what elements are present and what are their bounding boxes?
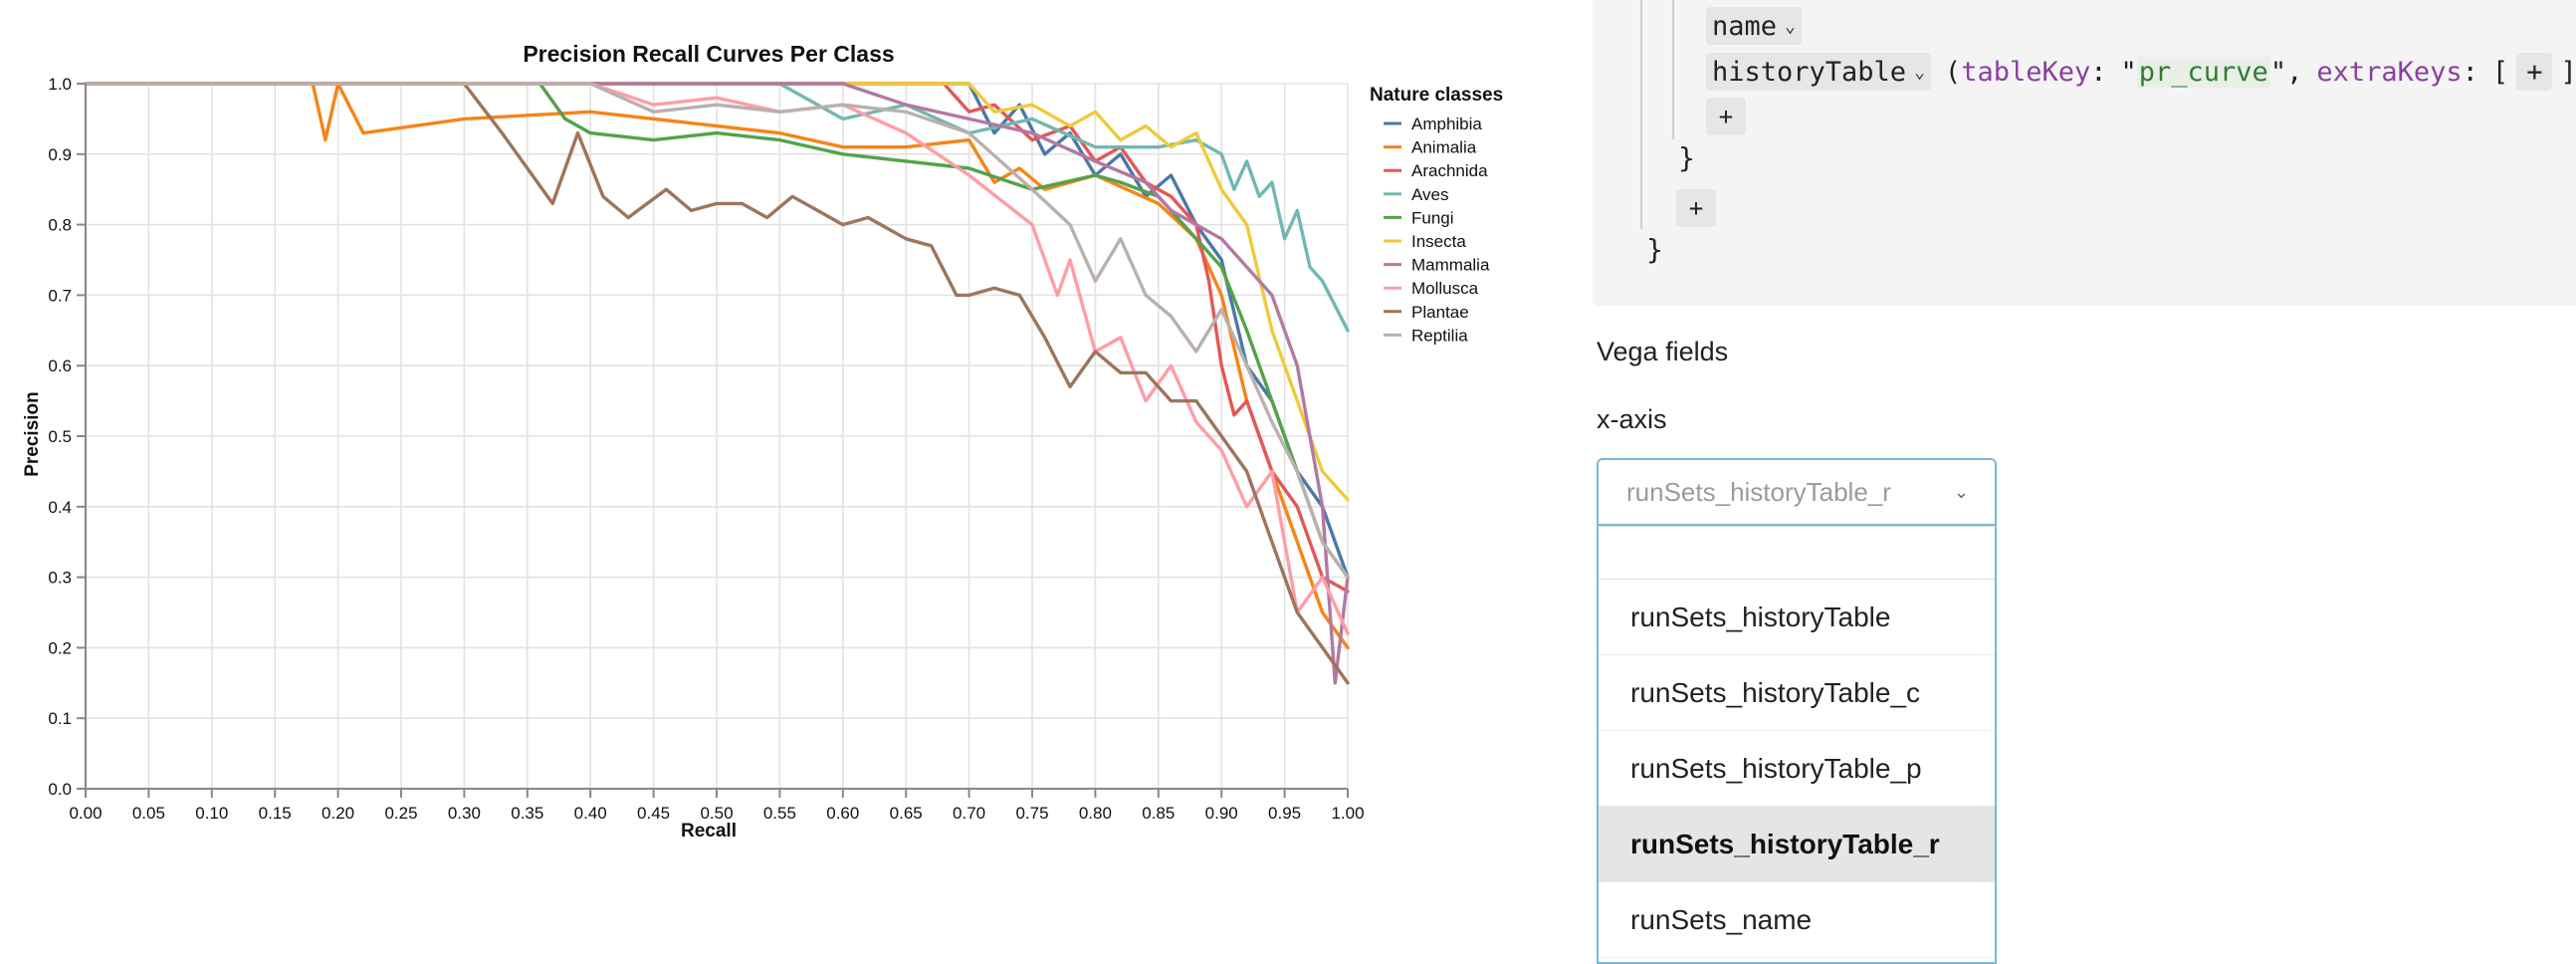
dropdown-search-input[interactable] <box>1599 527 1995 580</box>
dropdown-option[interactable]: runSets_historyTable_c <box>1599 655 1995 731</box>
y-tick-label: 1.0 <box>48 75 72 94</box>
series-line-insecta <box>84 82 1350 502</box>
y-tick-label: 0.4 <box>48 498 72 517</box>
history-table-key-chip[interactable]: historyTable ⌄ <box>1706 53 1931 91</box>
legend-label-mollusca: Mollusca <box>1411 279 1479 298</box>
table-key-label: tableKey <box>1961 56 2091 88</box>
x-tick-label: 0.85 <box>1142 804 1175 823</box>
x-tick-label: 0.75 <box>1015 804 1048 823</box>
x-tick-label: 0.30 <box>448 804 481 823</box>
x-tick-label: 0.25 <box>384 804 417 823</box>
series-line-mollusca <box>84 82 1350 635</box>
x-tick-label: 0.90 <box>1205 804 1238 823</box>
y-tick-label: 0.2 <box>48 638 72 657</box>
series-line-plantae <box>84 82 1350 685</box>
colon: : <box>2090 56 2107 88</box>
x-tick-label: 0.05 <box>132 804 165 823</box>
x-tick-label: 0.50 <box>700 804 733 823</box>
vega-fields-heading: Vega fields <box>1597 337 1729 366</box>
bracket-open: [ <box>2491 56 2509 88</box>
x-tick-label: 0.40 <box>574 804 607 823</box>
code-indent-rail-outer <box>1640 0 1642 229</box>
legend: Nature classes Amphibia Animalia Arachnida… <box>1370 85 1503 345</box>
quote-close: " <box>2269 56 2287 88</box>
x-tick-label: 0.80 <box>1079 804 1112 823</box>
add-extra-key-button[interactable]: + <box>2516 53 2553 91</box>
add-query-field-button[interactable]: + <box>1676 189 1716 227</box>
table-key-value[interactable]: pr_curve <box>2136 56 2270 88</box>
x-axis-select[interactable]: runSets_historyTable_r ⌄ <box>1597 458 1997 526</box>
x-tick-label: 0.95 <box>1268 804 1301 823</box>
y-tick-label: 0.0 <box>48 780 72 799</box>
y-axis-title: Precision <box>22 391 43 477</box>
x-tick-label: 1.00 <box>1331 804 1364 823</box>
paren-open: ( <box>1944 56 1962 88</box>
chart-title: Precision Recall Curves Per Class <box>523 41 894 67</box>
x-axis-label: x-axis <box>1597 404 1667 434</box>
quote-open: " <box>2120 56 2137 88</box>
x-tick-label: 0.00 <box>69 804 102 823</box>
x-tick-label: 0.15 <box>259 804 292 823</box>
closing-brace-outer: } <box>1646 233 1663 266</box>
x-tick-label: 0.60 <box>826 804 859 823</box>
x-tick-label: 0.20 <box>322 804 354 823</box>
x-axis-title: Recall <box>681 821 737 842</box>
chevron-down-icon: ⌄ <box>1785 15 1796 37</box>
dropdown-option[interactable]: runSets_name <box>1599 882 1995 958</box>
legend-label-insecta: Insecta <box>1411 232 1466 251</box>
extra-keys-label: extraKeys <box>2316 56 2463 88</box>
series-line-reptilia <box>84 82 1350 580</box>
dropdown-option[interactable]: runSets_historyTable_p <box>1599 731 1995 807</box>
y-tick-label: 0.1 <box>48 709 72 728</box>
colon: : <box>2462 56 2478 88</box>
x-axis-dropdown-menu: runSets_historyTable runSets_historyTable… <box>1597 526 1997 964</box>
x-tick-label: 0.65 <box>890 804 923 823</box>
y-tick-label: 0.9 <box>48 145 72 164</box>
x-axis-select-value: runSets_historyTable_r <box>1626 476 1891 507</box>
pr-curve-chart: 0.00 0.05 0.10 0.15 0.20 0.25 0.30 0.35 0.40 0.45… <box>22 41 1503 842</box>
bracket-close: ] <box>2560 56 2576 88</box>
legend-label-amphibia: Amphibia <box>1411 115 1482 133</box>
comma: , <box>2286 56 2303 88</box>
y-tick-label: 0.5 <box>48 427 72 446</box>
x-tick-label: 0.45 <box>637 804 670 823</box>
series-lines <box>84 82 1350 685</box>
x-tick-label: 0.35 <box>511 804 543 823</box>
legend-label-plantae: Plantae <box>1411 303 1469 322</box>
dropdown-option[interactable]: runSets_historyTable <box>1599 580 1995 655</box>
y-tick-label: 0.6 <box>48 357 72 375</box>
legend-title: Nature classes <box>1370 85 1503 106</box>
history-key-text: historyTable <box>1712 56 1907 88</box>
name-key-text: name <box>1712 10 1778 42</box>
axes: 0.00 0.05 0.10 0.15 0.20 0.25 0.30 0.35 0.40 0.45… <box>48 75 1364 823</box>
legend-label-aves: Aves <box>1411 185 1449 204</box>
chevron-down-icon: ⌄ <box>1953 481 1969 502</box>
legend-label-arachnida: Arachnida <box>1411 161 1488 180</box>
name-key-chip[interactable]: name ⌄ <box>1706 7 1802 45</box>
x-tick-label: 0.10 <box>195 804 228 823</box>
dropdown-options: runSets_historyTable runSets_historyTable… <box>1599 580 1995 958</box>
add-field-button[interactable]: + <box>1706 98 1746 135</box>
panel-config-editor: name ⌄ historyTable ⌄ ( tableKey : " pr_… <box>1593 0 2576 964</box>
legend-label-fungi: Fungi <box>1411 208 1454 227</box>
code-line-history-table: historyTable ⌄ ( tableKey : " pr_curve "… <box>1706 52 2576 92</box>
dropdown-option[interactable]: runSets_historyTable_r <box>1599 807 1995 882</box>
chart-canvas: 0.00 0.05 0.10 0.15 0.20 0.25 0.30 0.35 0.40 0.45… <box>22 41 1503 842</box>
chevron-down-icon: ⌄ <box>1914 61 1925 83</box>
code-indent-rail-inner <box>1672 0 1674 139</box>
legend-label-reptilia: Reptilia <box>1411 326 1468 345</box>
series-line-mammalia <box>84 82 1350 685</box>
closing-brace-inner: } <box>1678 141 1695 174</box>
code-line-name: name ⌄ <box>1706 6 1802 46</box>
y-tick-label: 0.7 <box>48 286 72 305</box>
legend-label-animalia: Animalia <box>1411 138 1477 157</box>
legend-label-mammalia: Mammalia <box>1411 256 1490 275</box>
x-tick-label: 0.55 <box>763 804 796 823</box>
query-code-block: name ⌄ historyTable ⌄ ( tableKey : " pr_… <box>1593 0 2576 306</box>
y-tick-label: 0.3 <box>48 569 72 588</box>
y-tick-label: 0.8 <box>48 216 72 235</box>
x-tick-label: 0.70 <box>953 804 985 823</box>
